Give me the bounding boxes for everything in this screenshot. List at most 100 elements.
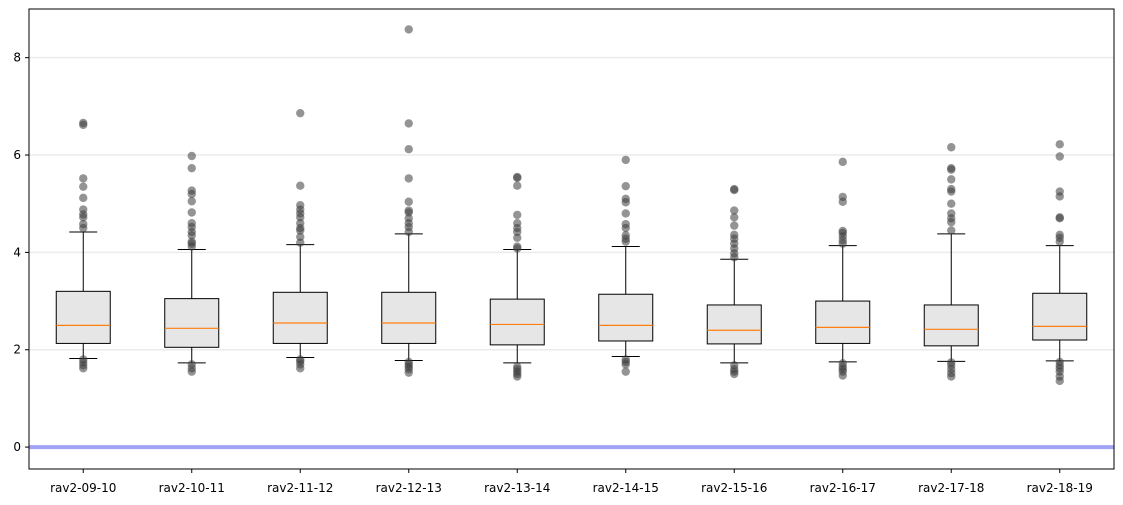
outlier-point	[621, 355, 630, 364]
x-tick-label: rav2-17-18	[918, 481, 984, 495]
y-axis: 0 2 4 6 8	[13, 51, 29, 454]
box-iqr	[598, 293, 654, 342]
box-rav2-16-17	[815, 157, 871, 380]
outlier-point	[730, 213, 739, 222]
outlier-point	[187, 218, 196, 228]
outlier-point	[296, 218, 305, 228]
x-tick-label: rav2-09-10	[50, 481, 116, 495]
outlier-point	[79, 182, 88, 191]
outlier-point	[1055, 230, 1064, 240]
outlier-point	[79, 193, 88, 203]
outlier-point	[947, 358, 956, 367]
y-tick-label: 4	[13, 245, 21, 259]
outlier-point	[838, 192, 847, 202]
outlier-point	[79, 219, 88, 229]
outlier-point	[296, 232, 305, 242]
outlier-point	[404, 197, 413, 206]
outlier-point	[187, 151, 196, 161]
outlier-point	[79, 174, 88, 183]
outlier-point	[947, 175, 956, 184]
box-rav2-10-11	[164, 151, 220, 376]
x-tick-label: rav2-15-16	[701, 481, 767, 495]
outlier-point	[513, 362, 522, 371]
box-rav2-11-12	[272, 108, 328, 373]
box-rav2-18-19	[1032, 140, 1088, 386]
outlier-point	[296, 108, 305, 118]
box-iqr	[1032, 292, 1088, 341]
y-tick-label: 8	[13, 51, 21, 65]
x-tick-label: rav2-12-13	[376, 481, 442, 495]
outlier-point	[621, 367, 630, 376]
box-rav2-17-18	[923, 143, 979, 381]
outlier-point	[730, 230, 739, 240]
box-rav2-09-10	[55, 118, 111, 373]
outlier-point	[187, 237, 196, 246]
outlier-point	[404, 144, 413, 154]
outlier-point	[513, 172, 522, 182]
outlier-point	[1055, 357, 1064, 367]
box-iqr	[381, 291, 437, 344]
outlier-point	[730, 206, 739, 215]
outlier-point	[513, 181, 522, 190]
box-iqr	[923, 304, 979, 347]
outlier-point	[513, 218, 522, 228]
outlier-point	[947, 184, 956, 194]
outlier-point	[838, 359, 847, 368]
box-iqr	[706, 304, 762, 345]
outlier-point	[187, 186, 196, 195]
box-iqr	[489, 298, 545, 346]
outlier-point	[621, 194, 630, 204]
box-rav2-15-16	[706, 184, 762, 379]
y-tick-label: 2	[13, 343, 21, 357]
outlier-point	[79, 118, 88, 128]
outlier-point	[296, 355, 305, 364]
outlier-point	[296, 238, 305, 247]
outlier-point	[79, 355, 88, 364]
box-iqr	[55, 290, 111, 344]
outlier-point	[730, 184, 739, 194]
outlier-point	[947, 163, 956, 173]
outlier-point	[621, 181, 630, 191]
outlier-point	[513, 233, 522, 242]
y-tick-label: 6	[13, 148, 21, 162]
outlier-point	[621, 155, 630, 165]
x-tick-label: rav2-18-19	[1027, 481, 1093, 495]
outlier-point	[404, 357, 413, 367]
y-tick-label: 0	[13, 440, 21, 454]
x-tick-label: rav2-10-11	[159, 481, 225, 495]
x-tick-label: rav2-13-14	[484, 481, 550, 495]
outlier-point	[513, 210, 522, 220]
outlier-point	[1055, 187, 1064, 196]
x-tick-label: rav2-14-15	[593, 481, 659, 495]
x-tick-label: rav2-11-12	[267, 481, 333, 495]
outlier-point	[947, 143, 956, 152]
outlier-point	[404, 174, 413, 183]
outlier-point	[838, 157, 847, 167]
outlier-point	[187, 360, 196, 369]
box-iqr	[815, 300, 871, 344]
box-iqr	[272, 291, 328, 344]
outlier-point	[947, 226, 956, 235]
outlier-point	[621, 219, 630, 229]
outlier-point	[621, 231, 630, 240]
outlier-point	[1055, 152, 1064, 161]
outlier-point	[187, 197, 196, 206]
x-tick-label: rav2-16-17	[810, 481, 876, 495]
box-rav2-12-13	[381, 25, 437, 377]
box-iqr	[164, 298, 220, 348]
outlier-point	[404, 25, 413, 34]
outlier-point	[513, 242, 522, 251]
outlier-point	[296, 181, 305, 190]
outlier-point	[187, 163, 196, 173]
outlier-point	[296, 200, 305, 210]
outlier-point	[730, 361, 739, 370]
outlier-point	[1055, 140, 1064, 149]
box-series	[55, 25, 1088, 386]
x-axis: rav2-09-10 rav2-10-11 rav2-11-12 rav2-12-13…	[50, 469, 1093, 495]
outlier-point	[1055, 213, 1064, 222]
outlier-point	[187, 208, 196, 217]
outlier-point	[947, 199, 956, 208]
outlier-point	[404, 206, 413, 215]
outlier-point	[838, 226, 847, 236]
